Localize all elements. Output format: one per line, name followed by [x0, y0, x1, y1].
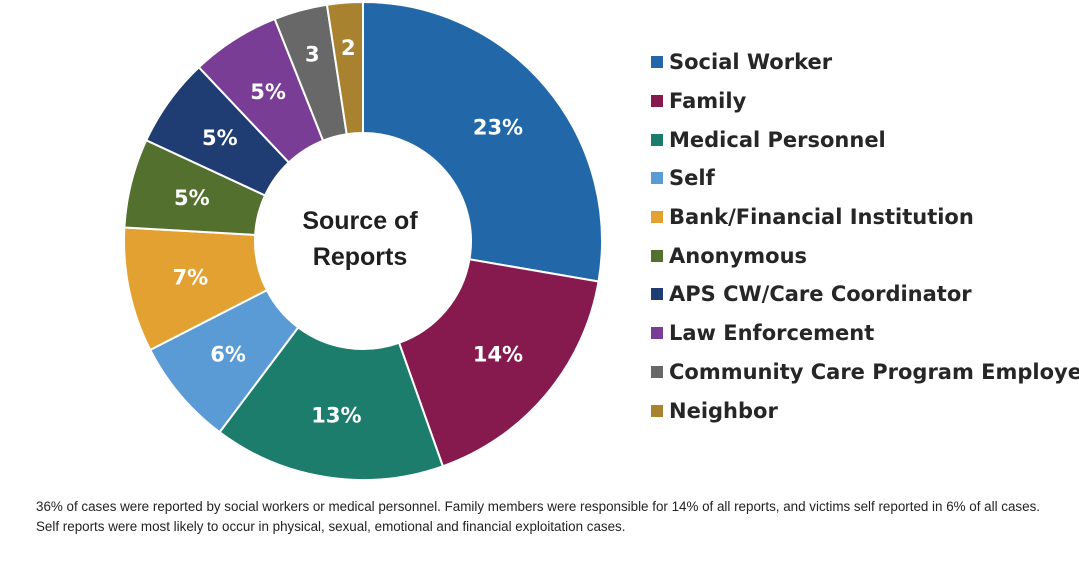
legend-swatch: [651, 327, 663, 340]
chart-caption: 36% of cases were reported by social wor…: [36, 497, 1071, 537]
legend-item-medical-personnel: Medical Personnel: [651, 120, 1079, 159]
slice-social-worker: [362, 0, 603, 283]
slice-medical-personnel: [218, 326, 445, 481]
legend-item-neighbor: Neighbor: [651, 391, 1079, 430]
donut-slices: [123, 0, 603, 481]
slice-label-social-worker: 23%: [473, 115, 523, 139]
slice-label-aps-cw-care-coordinator: 5%: [202, 126, 238, 150]
legend-label: APS CW/Care Coordinator: [669, 282, 972, 307]
legend-item-community-care-program-employee: Community Care Program Employee: [651, 353, 1079, 392]
legend-label: Community Care Program Employee: [669, 359, 1079, 384]
caption-line-1: 36% of cases were reported by social wor…: [36, 499, 1040, 514]
slice-label-neighbor: 2: [341, 36, 356, 60]
legend-label: Medical Personnel: [669, 127, 886, 152]
legend-label: Neighbor: [669, 398, 778, 423]
slice-family: [397, 258, 600, 468]
legend-label: Family: [669, 89, 747, 114]
slice-neighbor: [325, 0, 364, 136]
legend-label: Law Enforcement: [669, 321, 875, 346]
legend-item-aps-cw-care-coordinator: APS CW/Care Coordinator: [651, 275, 1079, 314]
legend-item-family: Family: [651, 82, 1079, 121]
chart-title-line-2: Reports: [313, 243, 407, 271]
legend-label: Social Worker: [669, 50, 833, 75]
slice-label-community-care-program-employee: 3: [305, 42, 320, 66]
legend-label: Anonymous: [669, 243, 808, 268]
legend-item-bank-financial-institution: Bank/Financial Institution: [651, 198, 1079, 237]
legend-swatch: [651, 288, 663, 301]
slice-label-self: 6%: [210, 343, 246, 367]
legend-item-self: Self: [651, 159, 1079, 198]
slice-label-family: 14%: [473, 343, 523, 367]
slice-label-bank-financial-institution: 7%: [172, 265, 208, 289]
legend-swatch: [651, 404, 663, 417]
slice-label-medical-personnel: 13%: [311, 403, 361, 427]
slice-labels: 23% 14% 13% 6% 7% 5% 5% 5% 3 2: [172, 36, 523, 427]
legend-label: Self: [669, 166, 715, 191]
legend-swatch: [651, 211, 663, 224]
slice-label-anonymous: 5%: [174, 186, 210, 210]
caption-line-2: Self reports were most likely to occur i…: [36, 519, 626, 534]
chart-title-line-1: Source of: [302, 207, 418, 235]
legend-swatch: [651, 133, 663, 146]
legend-label: Bank/Financial Institution: [669, 205, 974, 230]
legend-item-social-worker: Social Worker: [651, 43, 1079, 82]
donut-chart: 23% 14% 13% 6% 7% 5% 5% 5% 3 2 Source of Reports: [123, 0, 603, 481]
legend-swatch: [651, 249, 663, 262]
legend-swatch: [651, 365, 663, 378]
slice-label-law-enforcement: 5%: [250, 80, 286, 104]
legend-swatch: [651, 95, 663, 108]
legend-swatch: [651, 56, 663, 69]
legend: Social Worker Family Medical Personnel Self…: [651, 43, 1079, 430]
legend-item-law-enforcement: Law Enforcement: [651, 314, 1079, 353]
legend-item-anonymous: Anonymous: [651, 236, 1079, 275]
legend-swatch: [651, 172, 663, 185]
